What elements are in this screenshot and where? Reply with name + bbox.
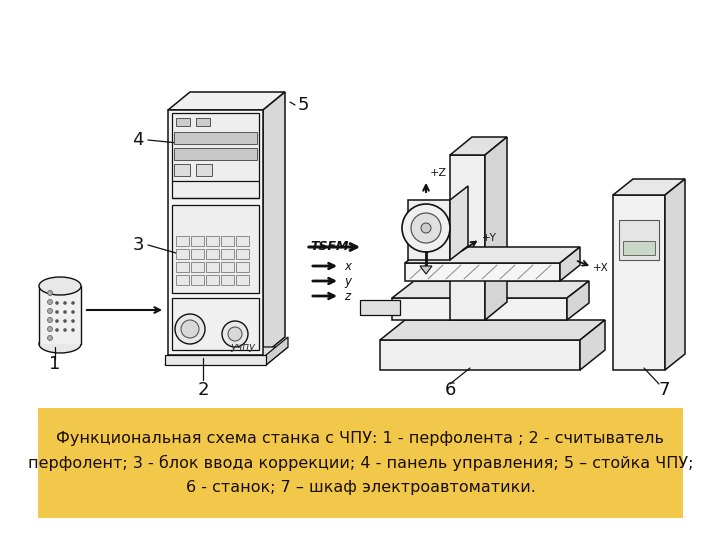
Bar <box>221 275 234 285</box>
Ellipse shape <box>421 223 431 233</box>
Ellipse shape <box>228 327 242 341</box>
Circle shape <box>48 318 53 322</box>
Ellipse shape <box>39 335 81 353</box>
Ellipse shape <box>175 314 205 344</box>
Bar <box>236 236 249 246</box>
Polygon shape <box>567 281 589 320</box>
Ellipse shape <box>222 321 248 347</box>
Ellipse shape <box>39 277 81 295</box>
Bar <box>168 110 263 355</box>
Bar <box>221 236 234 246</box>
Polygon shape <box>450 137 507 155</box>
Text: 4: 4 <box>132 131 144 149</box>
Bar <box>39 285 81 344</box>
Bar <box>221 249 234 259</box>
Polygon shape <box>392 298 567 320</box>
Bar <box>174 148 257 160</box>
Circle shape <box>63 301 67 305</box>
Polygon shape <box>405 247 580 263</box>
Bar <box>196 164 212 176</box>
Bar <box>206 236 219 246</box>
Polygon shape <box>613 195 665 370</box>
Polygon shape <box>560 247 580 281</box>
Bar <box>176 262 189 272</box>
Bar <box>176 275 189 285</box>
Polygon shape <box>165 347 288 365</box>
Text: Функциональная схема станка с ЧПУ: 1 - перфолента ; 2 - считыватель
перфолент; 3: Функциональная схема станка с ЧПУ: 1 - п… <box>28 431 693 495</box>
Bar <box>619 220 659 260</box>
Text: +Y: +Y <box>482 233 497 243</box>
Circle shape <box>48 327 53 332</box>
Bar <box>206 249 219 259</box>
Polygon shape <box>580 320 605 370</box>
Circle shape <box>63 319 67 323</box>
Bar <box>221 262 234 272</box>
Circle shape <box>55 301 59 305</box>
Circle shape <box>48 300 53 305</box>
Bar <box>236 262 249 272</box>
Bar <box>236 275 249 285</box>
Bar <box>191 249 204 259</box>
Bar <box>176 118 190 126</box>
Text: +Z: +Z <box>430 168 447 178</box>
Polygon shape <box>392 281 589 298</box>
Bar <box>191 275 204 285</box>
Text: x: x <box>344 260 351 273</box>
Polygon shape <box>380 320 605 340</box>
Circle shape <box>48 308 53 314</box>
Text: 1: 1 <box>49 355 60 373</box>
Polygon shape <box>485 137 507 320</box>
Polygon shape <box>266 337 288 365</box>
Polygon shape <box>450 155 485 320</box>
Bar <box>174 164 190 176</box>
Bar <box>172 298 259 350</box>
Polygon shape <box>420 266 432 274</box>
Text: 2: 2 <box>197 381 209 399</box>
Text: z: z <box>344 289 350 302</box>
Bar <box>165 355 266 365</box>
Bar <box>172 205 259 293</box>
Bar <box>191 236 204 246</box>
Text: TSFM: TSFM <box>310 240 348 253</box>
Circle shape <box>71 310 75 314</box>
Text: y: y <box>344 274 351 287</box>
Circle shape <box>48 291 53 295</box>
Bar <box>191 262 204 272</box>
Circle shape <box>71 301 75 305</box>
Polygon shape <box>380 340 580 370</box>
Bar <box>174 132 257 144</box>
Polygon shape <box>450 186 468 260</box>
Circle shape <box>55 328 59 332</box>
Ellipse shape <box>411 213 441 243</box>
Ellipse shape <box>402 204 450 252</box>
Bar <box>623 241 655 255</box>
Polygon shape <box>263 92 285 355</box>
FancyBboxPatch shape <box>38 408 683 518</box>
Circle shape <box>71 319 75 323</box>
Text: учпу: учпу <box>230 342 255 352</box>
Bar <box>206 262 219 272</box>
Circle shape <box>55 319 59 323</box>
Circle shape <box>48 335 53 341</box>
Polygon shape <box>665 179 685 370</box>
Polygon shape <box>613 179 685 195</box>
Text: 6: 6 <box>444 381 456 399</box>
Circle shape <box>55 310 59 314</box>
Circle shape <box>63 310 67 314</box>
Polygon shape <box>408 200 450 260</box>
Bar <box>196 118 210 126</box>
Polygon shape <box>360 300 400 315</box>
Circle shape <box>63 328 67 332</box>
Text: 3: 3 <box>132 236 144 254</box>
Polygon shape <box>168 92 285 110</box>
Bar <box>206 275 219 285</box>
Text: 7: 7 <box>658 381 670 399</box>
Text: 5: 5 <box>297 96 309 114</box>
Polygon shape <box>405 263 560 281</box>
Text: +X: +X <box>593 263 608 273</box>
Bar <box>172 113 259 198</box>
Bar <box>176 236 189 246</box>
Bar <box>176 249 189 259</box>
Circle shape <box>71 328 75 332</box>
